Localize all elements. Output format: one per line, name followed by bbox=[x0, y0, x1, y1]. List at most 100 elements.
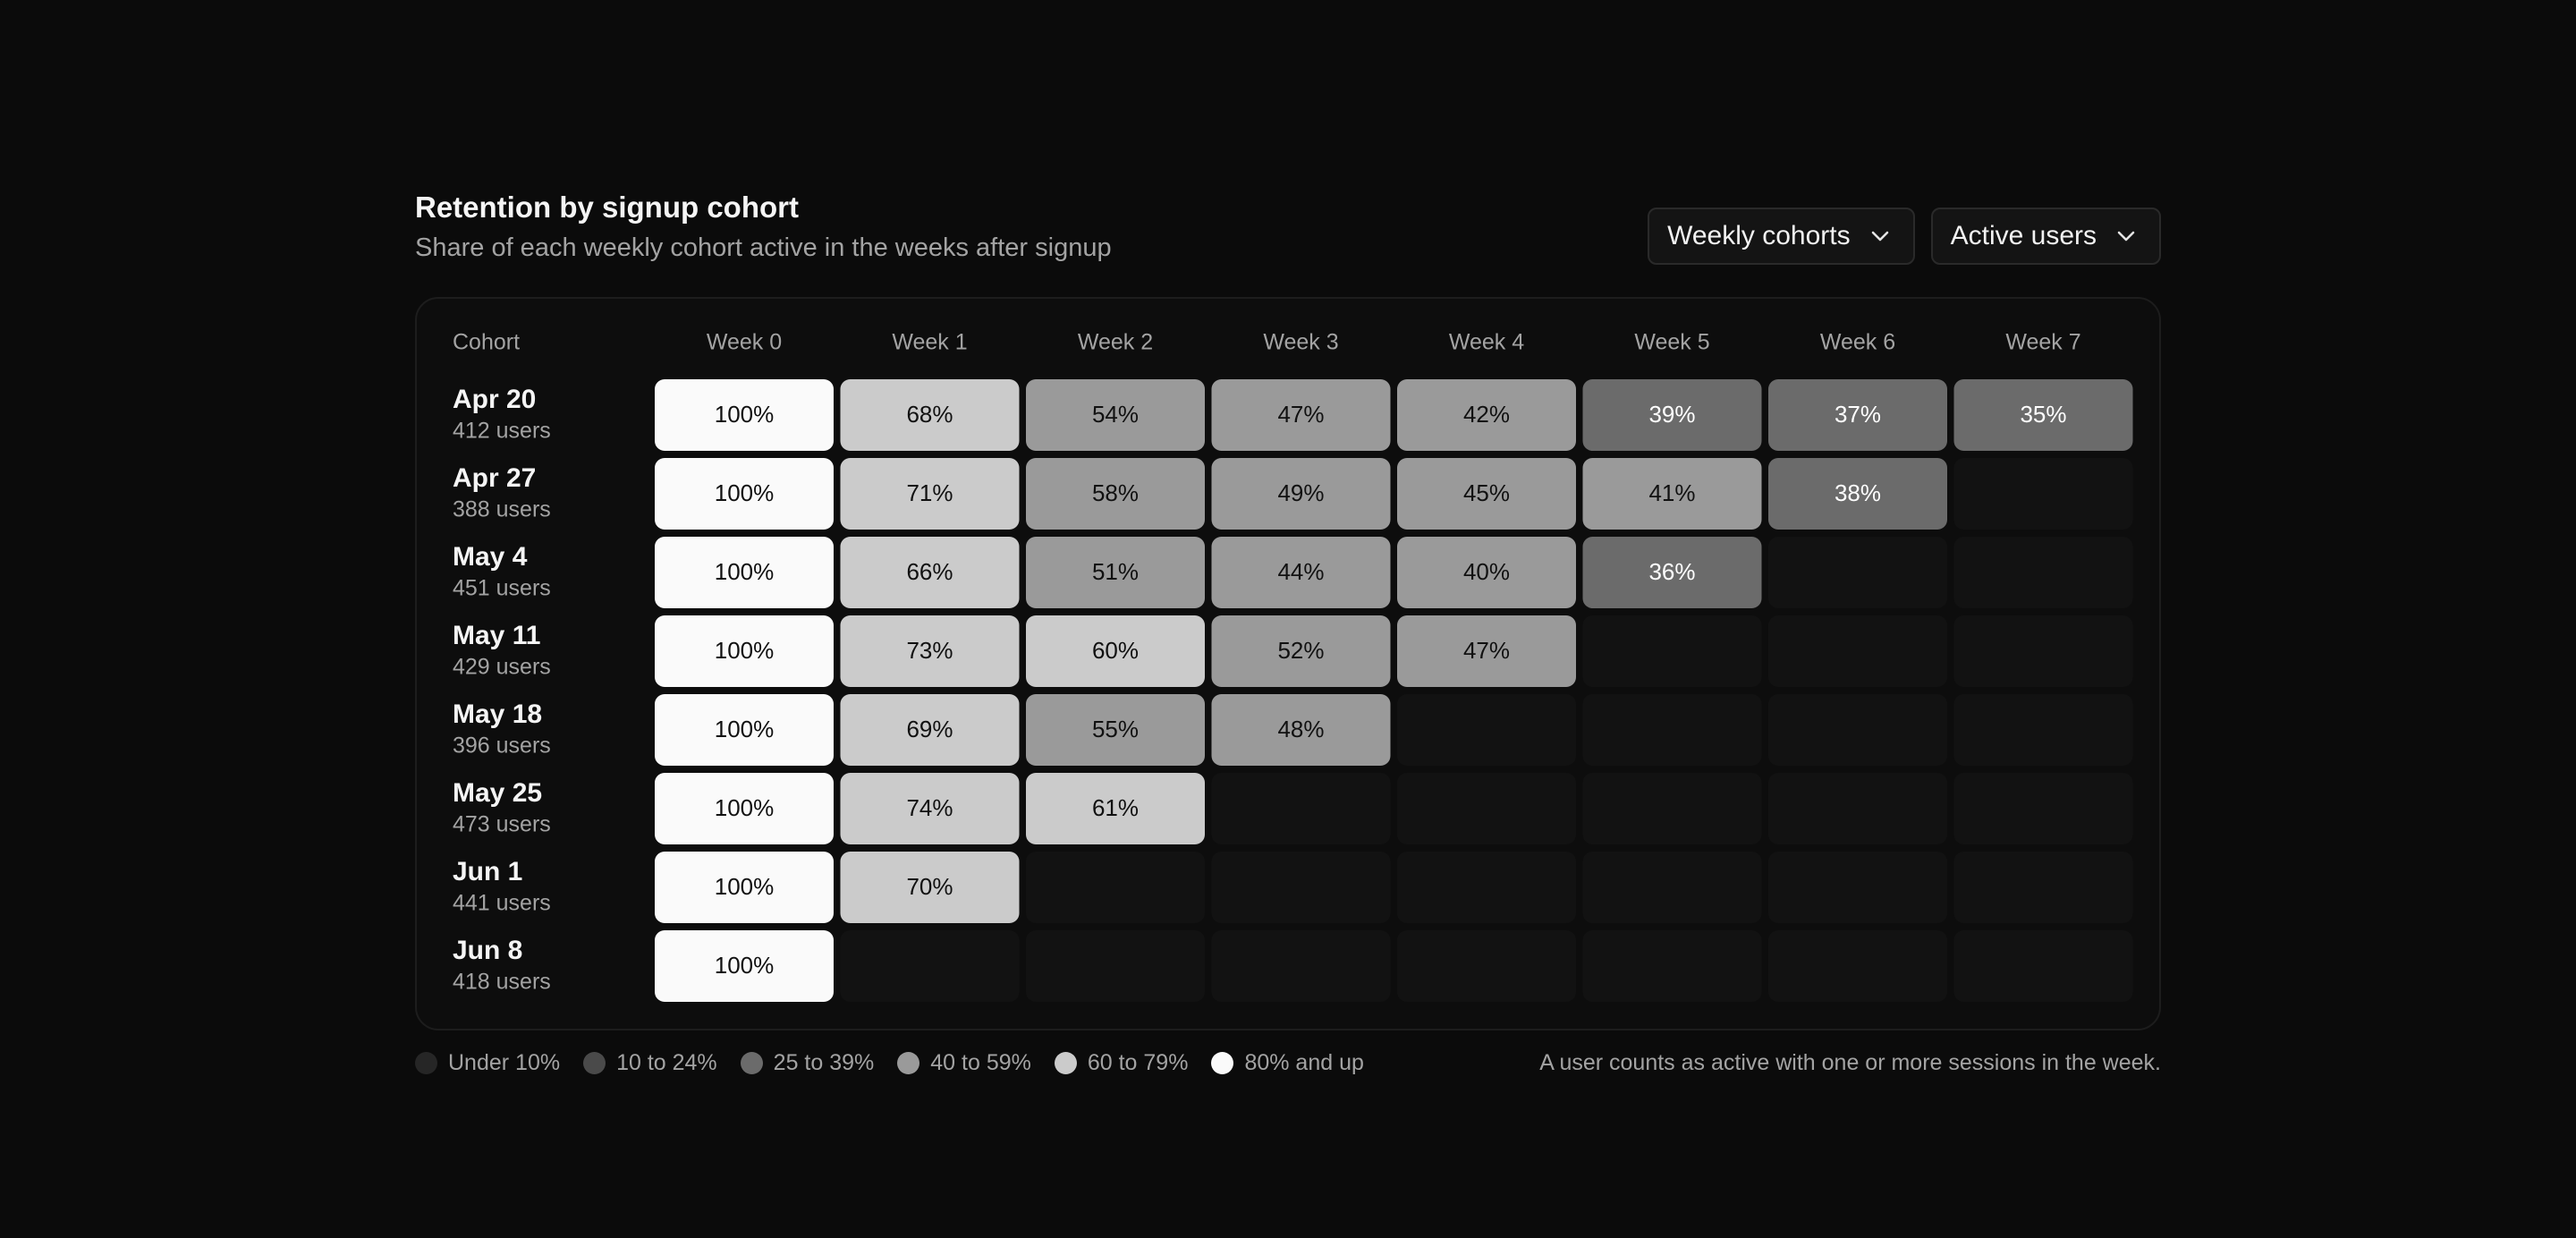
cohort-label: Jun 1 bbox=[453, 857, 522, 886]
cell-value: 100% bbox=[715, 479, 775, 506]
column-header: Week 3 bbox=[1263, 330, 1338, 355]
chevron-down-icon bbox=[2117, 231, 2135, 242]
empty-cell bbox=[1397, 773, 1576, 844]
heatmap-cell[interactable] bbox=[655, 694, 834, 766]
cell-value: 42% bbox=[1463, 401, 1510, 428]
heatmap-cell[interactable] bbox=[840, 458, 1020, 530]
heatmap-cell[interactable] bbox=[1397, 458, 1576, 530]
cell-value: 70% bbox=[906, 873, 953, 900]
legend-item: 80% and up bbox=[1211, 1050, 1364, 1076]
heatmap-cell[interactable] bbox=[655, 773, 834, 844]
legend-bar: Under 10% 10 to 24% 25 to 39% 40 to 59% 60 t… bbox=[415, 1050, 2161, 1076]
heatmap-cell[interactable] bbox=[1026, 458, 1205, 530]
heatmap-cell[interactable] bbox=[655, 537, 834, 608]
legend-item: Under 10% bbox=[415, 1050, 560, 1076]
cell-value: 100% bbox=[715, 794, 775, 821]
empty-cell bbox=[1397, 930, 1576, 1002]
heatmap-cell[interactable] bbox=[1026, 615, 1205, 687]
heatmap-cell[interactable] bbox=[1211, 458, 1391, 530]
heatmap-cell[interactable] bbox=[655, 458, 834, 530]
cohort-label: Apr 20 bbox=[453, 385, 536, 414]
empty-cell bbox=[1768, 537, 1947, 608]
cell-value: 45% bbox=[1463, 479, 1510, 506]
heatmap-cell[interactable] bbox=[1582, 458, 1762, 530]
heatmap-cell[interactable] bbox=[840, 694, 1020, 766]
heatmap-cell[interactable] bbox=[655, 615, 834, 687]
heatmap-cell[interactable] bbox=[1026, 773, 1205, 844]
legend-label: 25 to 39% bbox=[773, 1050, 875, 1075]
heatmap-cell[interactable] bbox=[1397, 537, 1576, 608]
footnote: A user counts as active with one or more… bbox=[1539, 1050, 2161, 1075]
cell-value: 100% bbox=[715, 401, 775, 428]
cell-value: 35% bbox=[2020, 401, 2066, 428]
cell-value: 100% bbox=[715, 558, 775, 585]
cohort-select[interactable]: Weekly cohorts bbox=[1648, 208, 1915, 265]
heatmap-cell[interactable] bbox=[840, 379, 1020, 451]
heatmap-card: Cohort Week 0 Week 1 Week 2 Week 3 Week 4 Week… bbox=[415, 297, 2161, 1030]
empty-cell bbox=[1953, 615, 2133, 687]
cohort-size: 429 users bbox=[453, 655, 551, 680]
retention-heatmap: Cohort Week 0 Week 1 Week 2 Week 3 Week 4 Week… bbox=[453, 330, 2133, 1002]
cell-value: 51% bbox=[1092, 558, 1139, 585]
empty-cell bbox=[840, 930, 1020, 1002]
cohort-size: 388 users bbox=[453, 497, 551, 522]
heatmap-cell[interactable] bbox=[1397, 379, 1576, 451]
empty-cell bbox=[1953, 852, 2133, 923]
cell-value: 52% bbox=[1277, 637, 1324, 664]
heatmap-cell[interactable] bbox=[1211, 537, 1391, 608]
legend-swatch bbox=[897, 1052, 920, 1074]
cell-value: 37% bbox=[1835, 401, 1881, 428]
heatmap-cell[interactable] bbox=[1582, 537, 1762, 608]
heatmap-cell[interactable] bbox=[1211, 379, 1391, 451]
heatmap-cell[interactable] bbox=[1768, 379, 1947, 451]
chart-title: Retention by signup cohort bbox=[415, 191, 799, 224]
cell-value: 74% bbox=[906, 794, 953, 821]
legend-label: 80% and up bbox=[1244, 1050, 1364, 1075]
column-header: Week 1 bbox=[892, 330, 967, 355]
controls: Weekly cohorts Active users bbox=[1648, 208, 2161, 265]
column-header: Week 5 bbox=[1634, 330, 1709, 355]
heatmap-cell[interactable] bbox=[1026, 537, 1205, 608]
legend-item: 60 to 79% bbox=[1054, 1050, 1188, 1076]
empty-cell bbox=[1582, 773, 1762, 844]
heatmap-cell[interactable] bbox=[840, 852, 1020, 923]
metric-select[interactable]: Active users bbox=[1930, 208, 2161, 265]
empty-cell bbox=[1953, 773, 2133, 844]
chart-subtitle: Share of each weekly cohort active in th… bbox=[415, 233, 1112, 262]
heatmap-cell[interactable] bbox=[840, 615, 1020, 687]
heatmap-cell[interactable] bbox=[840, 773, 1020, 844]
retention-panel: Retention by signup cohort Share of each… bbox=[415, 175, 2161, 1076]
cell-value: 58% bbox=[1092, 479, 1139, 506]
cell-value: 47% bbox=[1277, 401, 1324, 428]
heatmap-cell[interactable] bbox=[1211, 615, 1391, 687]
empty-cell bbox=[1953, 458, 2133, 530]
heatmap-cell[interactable] bbox=[840, 537, 1020, 608]
heatmap-cell[interactable] bbox=[1582, 379, 1762, 451]
legend-label: Under 10% bbox=[448, 1050, 561, 1075]
heatmap-cell[interactable] bbox=[655, 930, 834, 1002]
legend-item: 10 to 24% bbox=[583, 1050, 717, 1076]
heatmap-cell[interactable] bbox=[1953, 379, 2133, 451]
cell-value: 68% bbox=[906, 401, 953, 428]
empty-cell bbox=[1211, 930, 1391, 1002]
heatmap-cell[interactable] bbox=[1026, 694, 1205, 766]
chevron-down-icon bbox=[1871, 231, 1888, 242]
cell-value: 60% bbox=[1092, 637, 1139, 664]
cell-value: 48% bbox=[1277, 716, 1324, 742]
metric-select-label: Active users bbox=[1950, 221, 2097, 250]
cohort-select-label: Weekly cohorts bbox=[1667, 221, 1851, 250]
empty-cell bbox=[1026, 930, 1205, 1002]
heatmap-cell[interactable] bbox=[1397, 615, 1576, 687]
empty-cell bbox=[1768, 694, 1947, 766]
heatmap-cell[interactable] bbox=[1211, 694, 1391, 766]
heatmap-cell[interactable] bbox=[1026, 379, 1205, 451]
cohort-label: Apr 27 bbox=[453, 463, 536, 493]
empty-cell bbox=[1768, 930, 1947, 1002]
heatmap-cell[interactable] bbox=[655, 852, 834, 923]
heatmap-cell[interactable] bbox=[1768, 458, 1947, 530]
legend-swatch bbox=[1054, 1052, 1077, 1074]
cohort-label: May 11 bbox=[453, 621, 540, 650]
heatmap-cell[interactable] bbox=[655, 379, 834, 451]
empty-cell bbox=[1397, 852, 1576, 923]
legend-swatch bbox=[740, 1052, 763, 1074]
